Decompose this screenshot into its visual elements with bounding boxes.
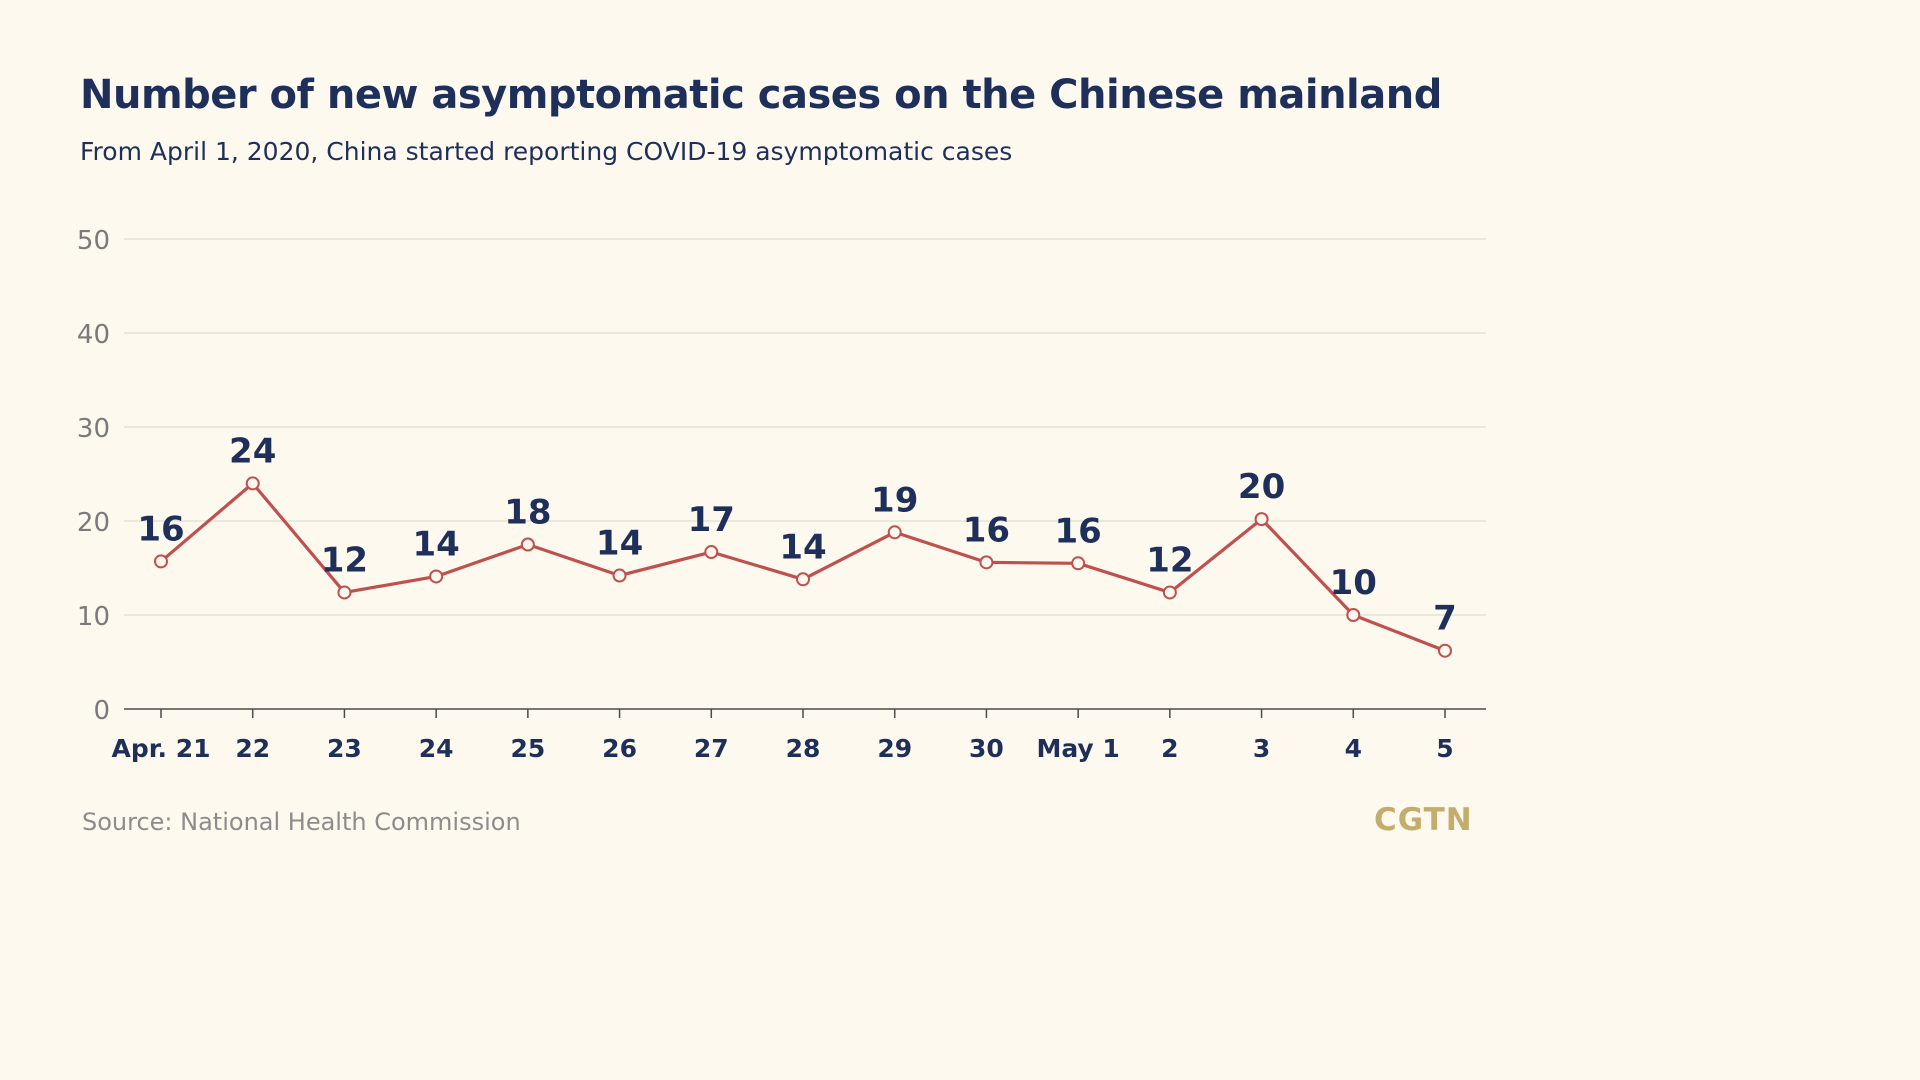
data-label: 7 (1433, 599, 1457, 639)
data-point (1438, 643, 1452, 658)
data-label: 14 (779, 527, 826, 567)
data-point (1071, 556, 1086, 571)
x-tick-label: 22 (235, 734, 270, 763)
data-label: 14 (412, 524, 459, 564)
y-tick-label: 20 (77, 508, 110, 538)
x-tick-label: 2 (1161, 734, 1178, 763)
data-label: 14 (596, 524, 643, 564)
chart-subtitle: From April 1, 2020, China started report… (80, 137, 1013, 166)
data-label: 17 (688, 500, 735, 540)
x-tick-label: 23 (327, 734, 362, 763)
x-tick-label: 4 (1345, 734, 1362, 763)
x-tick-label: 25 (510, 734, 545, 763)
data-point (154, 554, 168, 569)
y-tick-label: 10 (77, 602, 110, 632)
x-tick-label: 27 (694, 734, 729, 763)
y-tick-label: 50 (77, 226, 110, 256)
data-point (245, 476, 260, 491)
data-label: 12 (1146, 540, 1193, 580)
cgtn-logo: CGTN (1374, 802, 1473, 838)
data-label: 12 (321, 540, 368, 580)
y-tick-label: 40 (77, 320, 110, 350)
data-point (1254, 512, 1269, 527)
data-label: 16 (1054, 511, 1101, 551)
data-point (337, 585, 352, 600)
chart-title: Number of new asymptomatic cases on the … (80, 72, 1442, 118)
x-tick-label: 3 (1253, 734, 1270, 763)
data-label: 24 (229, 431, 276, 471)
x-tick-label: 24 (419, 734, 454, 763)
x-tick-label: May 1 (1036, 734, 1119, 763)
x-tick-label: 5 (1436, 734, 1453, 763)
data-point (520, 537, 535, 552)
x-tick-label: Apr. 21 (112, 734, 211, 763)
x-tick-label: 28 (786, 734, 821, 763)
data-point (979, 555, 994, 570)
data-point (704, 545, 719, 560)
data-point (887, 525, 902, 540)
data-point (429, 569, 444, 584)
data-point (1346, 608, 1361, 622)
data-label: 10 (1330, 563, 1377, 603)
data-point (796, 572, 810, 587)
data-point (1162, 585, 1177, 600)
data-label: 16 (963, 510, 1010, 550)
data-label: 20 (1238, 467, 1285, 507)
y-tick-label: 30 (77, 414, 110, 444)
data-point (612, 568, 627, 583)
y-tick-label: 0 (93, 696, 110, 726)
x-tick-label: 26 (602, 734, 637, 763)
x-tick-label: 30 (969, 734, 1004, 763)
source-note: Source: National Health Commission (82, 808, 521, 836)
data-label: 18 (504, 493, 551, 533)
data-label: 16 (137, 509, 184, 549)
x-tick-label: 29 (877, 734, 912, 763)
data-label: 19 (871, 480, 918, 520)
